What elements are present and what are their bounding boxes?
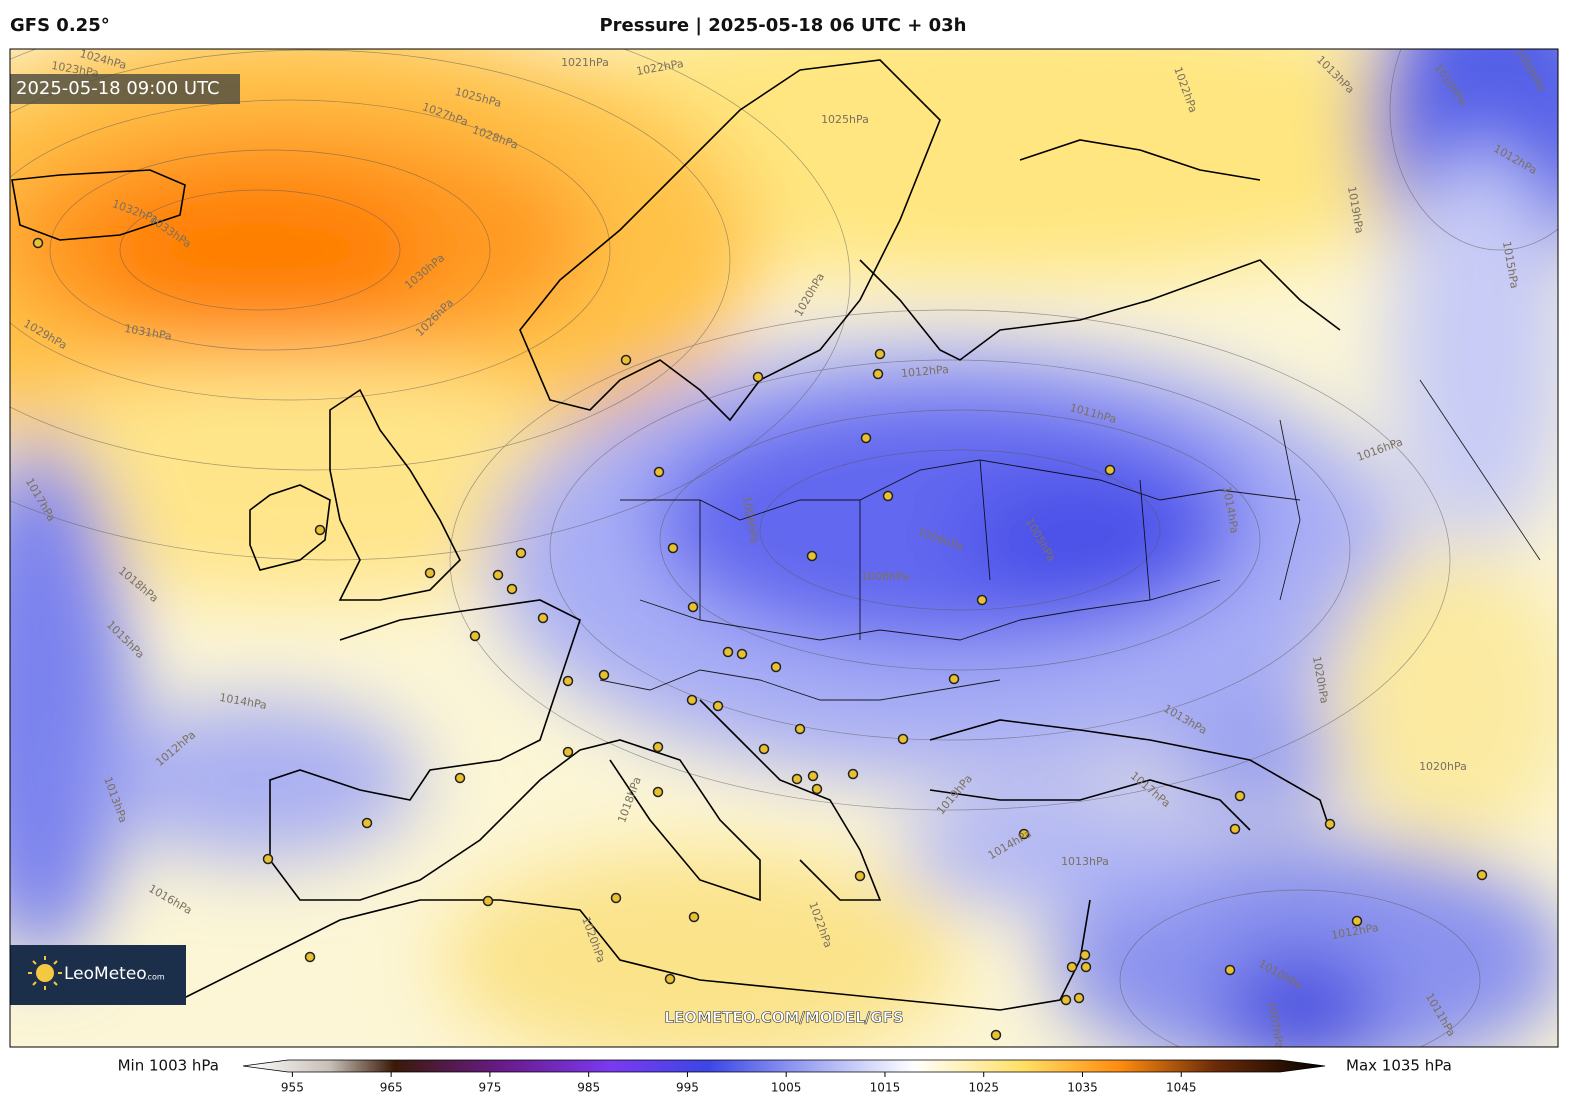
city-dot bbox=[664, 973, 676, 985]
city-dot bbox=[482, 895, 494, 907]
city-dot bbox=[1104, 464, 1116, 476]
city-dot bbox=[736, 648, 748, 660]
colorbar-tick-label: 1015 bbox=[870, 1081, 901, 1095]
isobar-label: 1013hPa bbox=[1061, 855, 1109, 868]
isobar-label: 1008hPa bbox=[861, 570, 909, 583]
watermark: LEOMETEO.COM/MODEL/GFS bbox=[664, 1009, 903, 1027]
city-dot bbox=[687, 601, 699, 613]
city-dot bbox=[562, 746, 574, 758]
city-dot bbox=[652, 741, 664, 753]
city-dot bbox=[897, 733, 909, 745]
city-dot bbox=[758, 743, 770, 755]
city-dot bbox=[562, 675, 574, 687]
city-dot bbox=[537, 612, 549, 624]
city-dot bbox=[653, 466, 665, 478]
max-label: Max 1035 hPa bbox=[1346, 1057, 1452, 1075]
time-box bbox=[10, 74, 240, 104]
colorbar: 955 965 975 985 995 1005 1015 1025 1035 1045 bbox=[242, 1059, 1326, 1095]
city-dot bbox=[686, 694, 698, 706]
city-dot bbox=[872, 368, 884, 380]
logo-sun bbox=[36, 964, 54, 982]
city-dot bbox=[712, 700, 724, 712]
city-dot bbox=[1234, 790, 1246, 802]
city-dot bbox=[860, 432, 872, 444]
city-dot bbox=[652, 786, 664, 798]
colorbar-tick-label: 955 bbox=[281, 1081, 304, 1095]
city-dot bbox=[1476, 869, 1488, 881]
city-dot bbox=[770, 661, 782, 673]
city-dot bbox=[361, 817, 373, 829]
city-dot bbox=[1324, 818, 1336, 830]
colorbar-tick-label: 1035 bbox=[1067, 1081, 1098, 1095]
isobar-label: 1012hPa bbox=[901, 363, 950, 380]
city-dot bbox=[874, 348, 886, 360]
city-dot bbox=[1080, 961, 1092, 973]
city-dot bbox=[1229, 823, 1241, 835]
city-dot bbox=[1060, 994, 1072, 1006]
city-dot bbox=[811, 783, 823, 795]
city-dot bbox=[506, 583, 518, 595]
city-dot bbox=[469, 630, 481, 642]
city-dot bbox=[1066, 961, 1078, 973]
colorbar-tick-label: 985 bbox=[577, 1081, 600, 1095]
colorbar-tick-label: 1045 bbox=[1166, 1081, 1197, 1095]
coastlines bbox=[11, 59, 1341, 1011]
borders bbox=[599, 379, 1541, 701]
city-dot bbox=[454, 772, 466, 784]
city-dot bbox=[688, 911, 700, 923]
city-dot bbox=[722, 646, 734, 658]
colorbar-tick-label: 975 bbox=[478, 1081, 501, 1095]
isobar-label: 1020hPa bbox=[1419, 760, 1467, 773]
city-dot bbox=[807, 770, 819, 782]
valid-time: 2025-05-18 09:00 UTC bbox=[16, 78, 220, 99]
city-dot bbox=[1224, 964, 1236, 976]
city-dot bbox=[1079, 949, 1091, 961]
city-dot bbox=[1073, 992, 1085, 1004]
colorbar-tick-label: 1005 bbox=[771, 1081, 802, 1095]
city-dot bbox=[314, 524, 326, 536]
city-dot bbox=[794, 723, 806, 735]
city-dot bbox=[515, 547, 527, 559]
city-dot bbox=[610, 892, 622, 904]
city-dot bbox=[1018, 828, 1030, 840]
colorbar-tick-label: 1025 bbox=[968, 1081, 999, 1095]
city-dot bbox=[424, 567, 436, 579]
city-dot bbox=[854, 870, 866, 882]
city-dot bbox=[990, 1029, 1002, 1041]
map-frame bbox=[9, 48, 1559, 1048]
logo-rays bbox=[28, 956, 62, 990]
city-dot bbox=[882, 490, 894, 502]
city-dot bbox=[620, 354, 632, 366]
city-dot bbox=[598, 669, 610, 681]
city-dot bbox=[791, 773, 803, 785]
model-name: GFS 0.25° bbox=[10, 15, 110, 36]
isobars bbox=[10, 49, 1558, 1047]
city-dot bbox=[262, 853, 274, 865]
isobar-label: 1021hPa bbox=[561, 56, 609, 69]
logo-name: LeoMeteo bbox=[64, 964, 147, 984]
logo-suffix: .com bbox=[145, 973, 165, 982]
city-dot bbox=[806, 550, 818, 562]
isobar-label: 1025hPa bbox=[821, 113, 869, 126]
city-dot bbox=[492, 569, 504, 581]
city-dot bbox=[304, 951, 316, 963]
city-dot bbox=[32, 237, 44, 249]
colorbar-tick-label: 995 bbox=[676, 1081, 699, 1095]
city-dot bbox=[948, 673, 960, 685]
cities bbox=[32, 237, 1488, 1041]
city-dot bbox=[976, 594, 988, 606]
city-dot bbox=[667, 542, 679, 554]
city-dot bbox=[1351, 915, 1363, 927]
colorbar-tick-label: 965 bbox=[380, 1081, 403, 1095]
colorbar-bar bbox=[242, 1059, 1326, 1073]
title: Pressure | 2025-05-18 06 UTC + 03h bbox=[599, 15, 966, 36]
min-label: Min 1003 hPa bbox=[118, 1057, 219, 1075]
city-dot bbox=[752, 371, 764, 383]
city-dot bbox=[847, 768, 859, 780]
